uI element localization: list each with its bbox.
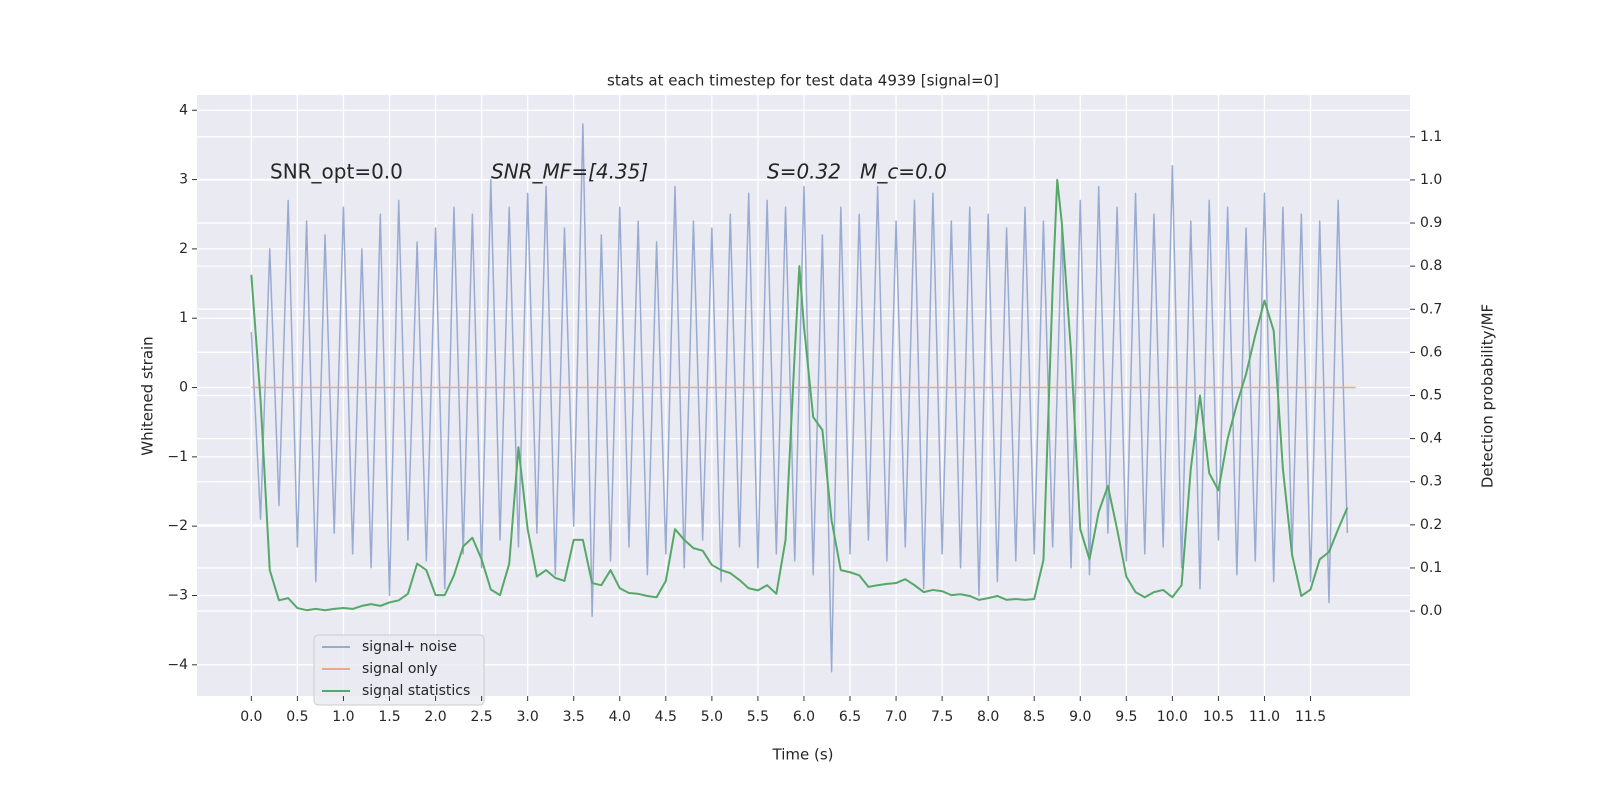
x-tick-label: 5.0 [701,709,723,725]
annotation: SNR_opt=0.0 [270,160,403,184]
y2-tick-label: 0.3 [1420,474,1442,490]
y2-tick-label: 0.7 [1420,301,1442,317]
x-tick-label: 2.0 [424,709,446,725]
x-tick-label: 1.5 [378,709,400,725]
x-tick-label: 5.5 [747,709,769,725]
y-tick-label: −1 [167,449,188,465]
y-tick-label: −3 [167,587,188,603]
x-tick-label: 10.5 [1203,709,1234,725]
y-tick-label: 2 [179,241,188,257]
legend-label: signal statistics [362,683,470,699]
y-tick-label: 0 [179,380,188,396]
x-tick-label: 4.5 [655,709,677,725]
y-tick-label: 3 [179,172,188,188]
series-line [250,123,1349,673]
y-tick-label: 4 [179,102,188,118]
marks [250,123,1356,673]
x-tick-label: 2.5 [470,709,492,725]
annotation: SNR_MF=[4.35] [491,160,648,184]
y2-tick-label: 0.2 [1420,517,1442,533]
annotation: S=0.32 M_c=0.0 [767,160,947,184]
y2-tick-label: 0.6 [1420,344,1442,360]
x-tick-label: 1.0 [332,709,354,725]
y-tick-label: −2 [167,518,188,534]
x-tick-label: 0.0 [240,709,262,725]
x-tick-label: 11.5 [1295,709,1326,725]
x-tick-label: 9.5 [1115,709,1137,725]
y2-tick-label: 0.9 [1420,215,1442,231]
x-tick-label: 3.0 [517,709,539,725]
y2-tick-label: 1.0 [1420,172,1442,188]
y-axis-label: Whitened strain [139,336,157,455]
series-line [250,178,1349,612]
x-tick-label: 3.5 [563,709,585,725]
x-tick-label: 6.0 [793,709,815,725]
legend: signal+ noise signal only signal statistic… [313,634,485,706]
x-tick-label: 6.5 [839,709,861,725]
y2-tick-label: 1.1 [1420,129,1442,145]
y-tick-label: −4 [167,657,188,673]
x-tick-label: 8.5 [1023,709,1045,725]
y2-tick-label: 0.0 [1420,603,1442,619]
x-tick-label: 0.5 [286,709,308,725]
y2-tick-label: 0.4 [1420,431,1442,447]
x-tick-label: 11.0 [1249,709,1280,725]
x-tick-label: 7.5 [931,709,953,725]
y2-axis-label: Detection probability/MF [1479,304,1497,488]
x-tick-label: 4.0 [609,709,631,725]
x-tick-label: 7.0 [885,709,907,725]
y2-tick-label: 0.5 [1420,388,1442,404]
x-tick-label: 10.0 [1157,709,1188,725]
chart-title: stats at each timestep for test data 493… [607,72,999,90]
x-axis-label: Time (s) [772,746,834,764]
y2-tick-label: 0.1 [1420,560,1442,576]
x-tick-label: 8.0 [977,709,999,725]
y2-tick-label: 0.8 [1420,258,1442,274]
legend-label: signal only [362,661,437,677]
legend-label: signal+ noise [362,639,457,655]
y-tick-label: 1 [179,310,188,326]
x-tick-label: 9.0 [1069,709,1091,725]
legend-box [313,634,485,706]
